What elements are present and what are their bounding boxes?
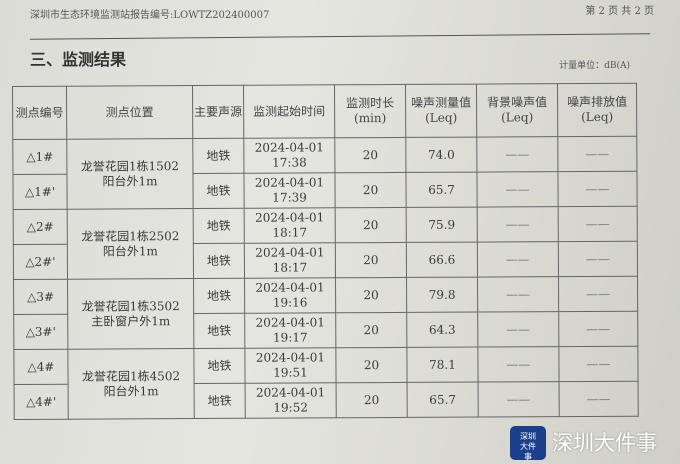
cell-em: —— — [558, 311, 638, 347]
cell-val: 75.9 — [406, 207, 478, 243]
cell-em: —— — [557, 171, 638, 207]
cell-em: —— — [558, 206, 638, 242]
cell-bg: —— — [477, 276, 559, 313]
column-header: 测点位置 — [66, 85, 193, 140]
time: 17:38 — [272, 155, 307, 170]
table-body: △1# 龙誉花园1栋1502阳台外1m 地铁 2024-04-01 17:38 20 74.… — [12, 136, 639, 420]
cell-val: 66.6 — [406, 242, 478, 278]
column-header: 监测起始时间 — [243, 84, 335, 139]
cell-id: △2#' — [13, 244, 68, 280]
time: 18:17 — [272, 225, 308, 240]
table-row: △3# 龙誉花园1栋3502主卧窗户外1m 地铁 2024-04-01 19:16 20 7… — [13, 276, 638, 350]
time: 19:52 — [273, 400, 309, 415]
date: 2024-04-01 — [255, 350, 326, 365]
section-title: 三、监测结果 — [30, 50, 127, 69]
cell-datetime: 2024-04-01 18:17 — [244, 207, 336, 244]
time: 19:51 — [273, 365, 308, 380]
cell-id: △1#' — [12, 174, 68, 210]
cell-datetime: 2024-04-01 19:52 — [245, 382, 337, 419]
date: 2024-04-01 — [254, 175, 325, 190]
cell-val: 78.1 — [406, 347, 479, 383]
cell-bg: —— — [477, 346, 560, 383]
cell-id: △2# — [13, 209, 68, 245]
watermark-text: 深圳大件事 — [552, 431, 657, 455]
cell-val: 65.7 — [405, 172, 478, 208]
cell-val: 64.3 — [406, 312, 478, 348]
cell-bg: —— — [477, 206, 559, 243]
cell-val: 74.0 — [405, 137, 477, 173]
cell-loc: 龙誉花园1栋1502阳台外1m — [66, 138, 194, 210]
cell-dur: 20 — [334, 172, 407, 208]
cell-src: 地铁 — [193, 208, 245, 244]
cell-dur: 20 — [335, 207, 407, 243]
cell-datetime: 2024-04-01 19:51 — [244, 347, 337, 384]
cell-em: —— — [558, 346, 639, 382]
cell-src: 地铁 — [193, 313, 245, 349]
cell-id: △3# — [13, 279, 68, 315]
cell-em: —— — [558, 241, 638, 277]
cell-loc: 龙誉花园1栋3502主卧窗户外1m — [67, 278, 194, 350]
brand-logo: 深圳大件事 — [510, 426, 546, 461]
column-header: 噪声测量值(Leq) — [405, 84, 477, 138]
cell-id: △1# — [12, 139, 67, 175]
cell-src: 地铁 — [194, 383, 246, 419]
date: 2024-04-01 — [254, 140, 324, 155]
column-header: 主要声源 — [192, 85, 244, 139]
cell-bg: —— — [477, 241, 559, 278]
cell-datetime: 2024-04-01 17:38 — [243, 137, 335, 174]
time: 19:16 — [272, 295, 308, 310]
cell-em: —— — [559, 381, 639, 417]
report-number: 深圳市生态环境监测站报告编号:LOWTZ202400007 — [30, 10, 270, 21]
results-table: 测点编号 测点位置 主要声源 监测起始时间 监测时长(min) 噪声测量值(Leq) 背景噪… — [12, 83, 639, 420]
date: 2024-04-01 — [255, 210, 325, 225]
cell-dur: 20 — [336, 382, 408, 418]
cell-dur: 20 — [334, 137, 406, 173]
cell-dur: 20 — [335, 277, 407, 313]
table-row: △2# 龙誉花园1栋2502阳台外1m 地铁 2024-04-01 18:17 20 75.… — [13, 206, 638, 280]
cell-bg: —— — [476, 171, 559, 208]
cell-src: 地铁 — [193, 348, 246, 384]
cell-dur: 20 — [335, 312, 407, 348]
cell-bg: —— — [478, 381, 560, 418]
cell-id: △4#' — [14, 384, 69, 420]
cell-datetime: 2024-04-01 17:39 — [243, 172, 336, 209]
cell-datetime: 2024-04-01 19:17 — [244, 312, 336, 349]
header-divider — [30, 33, 650, 40]
page-indicator: 第 2 页 共 2 页 — [585, 6, 654, 17]
cell-val: 79.8 — [406, 277, 478, 313]
cell-id: △4# — [13, 349, 69, 385]
cell-loc: 龙誉花园1栋4502阳台外1m — [67, 348, 195, 420]
watermark: 深圳大件事 深圳大件事 — [510, 426, 657, 461]
time: 18:17 — [272, 260, 308, 275]
date: 2024-04-01 — [255, 385, 326, 400]
cell-id: △3#' — [13, 314, 68, 350]
column-header: 测点编号 — [12, 86, 67, 140]
column-header: 背景噪声值(Leq) — [476, 83, 558, 138]
date: 2024-04-01 — [255, 245, 325, 260]
cell-val: 65.7 — [407, 382, 479, 418]
cell-bg: —— — [476, 136, 558, 173]
time: 19:17 — [272, 330, 308, 345]
column-header: 噪声排放值(Leq) — [557, 83, 637, 137]
header-row: 测点编号 测点位置 主要声源 监测起始时间 监测时长(min) 噪声测量值(Leq) 背景噪… — [12, 83, 637, 140]
cell-dur: 20 — [335, 347, 408, 383]
cell-src: 地铁 — [193, 243, 245, 279]
cell-datetime: 2024-04-01 19:16 — [244, 277, 336, 314]
cell-bg: —— — [477, 311, 559, 348]
table-row: △1# 龙誉花园1栋1502阳台外1m 地铁 2024-04-01 17:38 20 74.… — [12, 136, 637, 210]
table-row: △4# 龙誉花园1栋4502阳台外1m 地铁 2024-04-01 19:51 20 78.… — [13, 346, 639, 420]
unit-label: 计量单位：dB(A) — [559, 61, 630, 71]
cell-src: 地铁 — [192, 173, 245, 209]
date: 2024-04-01 — [255, 315, 325, 330]
cell-dur: 20 — [335, 242, 407, 278]
cell-src: 地铁 — [193, 278, 245, 314]
time: 17:39 — [272, 190, 307, 205]
cell-datetime: 2024-04-01 18:17 — [244, 242, 336, 279]
cell-em: —— — [558, 276, 638, 312]
cell-src: 地铁 — [192, 138, 244, 174]
column-header: 监测时长(min) — [334, 84, 406, 138]
cell-loc: 龙誉花园1栋2502阳台外1m — [67, 208, 194, 280]
cell-em: —— — [557, 136, 637, 172]
date: 2024-04-01 — [255, 280, 325, 295]
